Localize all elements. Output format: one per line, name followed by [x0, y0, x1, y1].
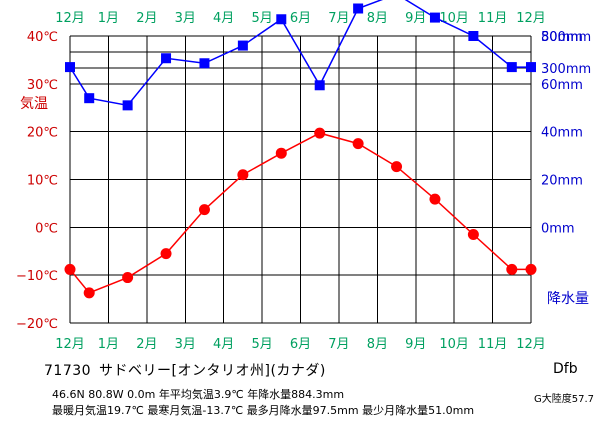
- temperature-point: [525, 263, 537, 275]
- month-label-top: 12月: [516, 11, 546, 26]
- elevation: 0.0m: [127, 388, 156, 401]
- stats-line-1: 46.6N 80.8W 0.0m 年平均気温3.9℃ 年降水量884.3mm: [52, 386, 344, 402]
- precipitation-tick-label: 80mm: [541, 30, 583, 45]
- month-label-bottom: 1月: [98, 337, 119, 352]
- warmest-month: 最暖月気温19.7℃: [52, 404, 144, 417]
- temperature-point: [122, 272, 134, 284]
- temperature-tick-label: −10℃: [16, 269, 58, 284]
- precipitation-point: [276, 14, 287, 25]
- precipitation-point: [506, 62, 517, 73]
- stats-line-2: 最暖月気温19.7℃ 最寒月気温-13.7℃ 最多月降水量97.5mm 最少月降…: [52, 402, 474, 418]
- precipitation-tick-label: 40mm: [541, 126, 583, 141]
- temperature-line: [69, 132, 531, 294]
- month-label-top: 8月: [367, 11, 388, 26]
- coldest-month: 最寒月気温-13.7℃: [147, 404, 244, 417]
- precipitation-point: [161, 53, 172, 64]
- continentality-index: G大陸度57.7: [534, 394, 595, 405]
- temperature-tick-label: 0℃: [35, 221, 58, 236]
- month-label-top: 3月: [175, 11, 196, 26]
- temperature-tick-label: 40℃: [27, 30, 58, 45]
- precipitation-point: [314, 80, 325, 91]
- temperature-point: [198, 204, 210, 216]
- temperature-point: [352, 138, 364, 150]
- month-label-top: 6月: [290, 11, 311, 26]
- precipitation-point: [122, 100, 133, 111]
- month-label-bottom: 5月: [251, 337, 272, 352]
- temperature-point: [83, 287, 95, 299]
- temperature-tick-label: −20℃: [16, 317, 58, 332]
- temperature-point: [64, 263, 76, 275]
- latitude: 46.6N: [52, 388, 85, 401]
- month-label-bottom: 9月: [405, 337, 426, 352]
- month-label-top: 1月: [98, 11, 119, 26]
- precipitation-tick-label: 0mm: [541, 221, 575, 236]
- climate-chart: 12月 12月 1月 1月 2月 2月 3月 3月 4月 4月 5月 5月 6月 6月 7月 7月 8月 8月 9月…: [16, 0, 591, 352]
- month-label-bottom: 3月: [175, 337, 196, 352]
- longitude: 80.8W: [88, 388, 124, 401]
- temperature-point: [275, 147, 287, 159]
- month-label-bottom: 8月: [367, 337, 388, 352]
- precipitation-point: [199, 58, 210, 69]
- temperature-point: [506, 263, 518, 275]
- climate-class: Dfb: [553, 361, 578, 377]
- driest-month: 最少月降水量51.0mm: [362, 404, 475, 417]
- month-label-top: 9月: [405, 11, 426, 26]
- precipitation-point: [526, 62, 536, 73]
- month-label-bottom: 12月: [55, 337, 85, 352]
- precipitation-tick-label: 60mm: [541, 78, 583, 93]
- month-label-bottom: 6月: [290, 337, 311, 352]
- precipitation-line: [69, 0, 531, 107]
- precipitation-point: [65, 62, 75, 73]
- temperature-tick-label: 20℃: [27, 126, 58, 141]
- month-label-top: 2月: [136, 11, 157, 26]
- precipitation-axis-title: 降水量: [547, 291, 589, 307]
- wettest-month: 最多月降水量97.5mm: [246, 404, 359, 417]
- temperature-tick-label: 30℃: [27, 78, 58, 93]
- month-label-top: 10月: [439, 11, 469, 26]
- month-label-top: 4月: [213, 11, 234, 26]
- station-info: 71730 サドベリー[オンタリオ州](カナダ): [44, 360, 326, 380]
- month-label-top: 5月: [251, 11, 272, 26]
- month-label-bottom: 7月: [328, 337, 349, 352]
- month-label-bottom: 2月: [136, 337, 157, 352]
- station-id: 71730: [44, 363, 92, 379]
- temperature-tick-label: 10℃: [27, 174, 58, 189]
- precipitation-point: [84, 93, 95, 104]
- temperature-point: [314, 127, 326, 139]
- precipitation-point: [353, 3, 364, 14]
- annual-precip: 年降水量884.3mm: [247, 388, 345, 401]
- precipitation-point: [429, 12, 440, 23]
- precipitation-point: [237, 40, 248, 51]
- temperature-point: [429, 193, 441, 205]
- temperature-point: [391, 161, 403, 173]
- temperature-axis-title: 気温: [20, 96, 48, 112]
- month-label-bottom: 11月: [478, 337, 508, 352]
- precipitation-tick-label: 500mm: [541, 30, 591, 45]
- month-label-bottom: 10月: [439, 337, 469, 352]
- month-label-top: 7月: [328, 11, 349, 26]
- month-label-bottom: 12月: [516, 337, 546, 352]
- temperature-point: [160, 248, 172, 260]
- precipitation-point: [468, 31, 479, 41]
- month-label-top: 11月: [478, 11, 508, 26]
- annual-mean-temp: 年平均気温3.9℃: [158, 388, 244, 401]
- month-label-top: 12月: [55, 11, 85, 26]
- month-label-bottom: 4月: [213, 337, 234, 352]
- precipitation-tick-label: 20mm: [541, 174, 583, 189]
- temperature-point: [467, 229, 479, 241]
- station-name: サドベリー[オンタリオ州](カナダ): [99, 363, 326, 379]
- precipitation-tick-label: 300mm: [541, 62, 591, 77]
- temperature-point: [237, 169, 249, 181]
